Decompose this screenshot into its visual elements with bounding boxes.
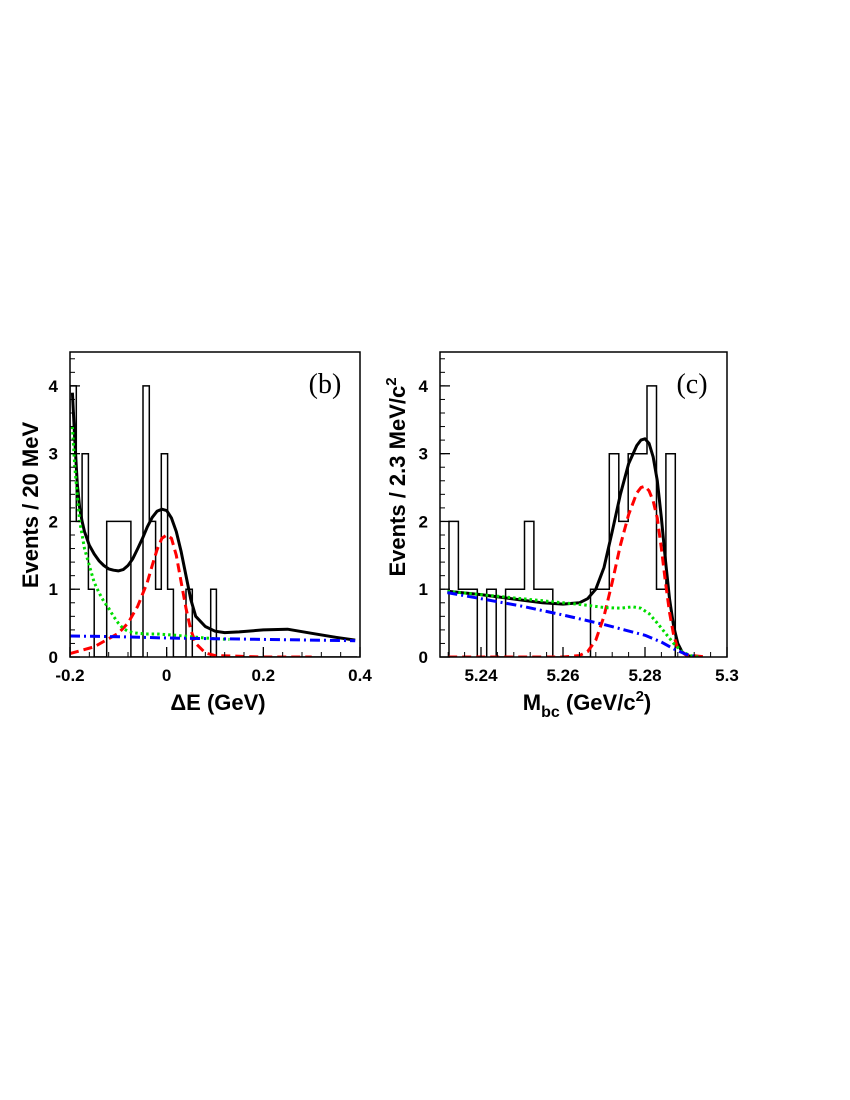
panel-c-curve-dotted bbox=[447, 589, 699, 657]
panel-c-xtick-label: 5.26 bbox=[546, 666, 579, 685]
panel-c-curve-dashdot bbox=[447, 591, 699, 657]
panel-b-xtick-label: 0 bbox=[162, 666, 171, 685]
panel-b-curve-dashdot bbox=[70, 634, 356, 643]
panel-b-xlabel: ΔE (GeV) bbox=[170, 690, 265, 715]
panel-c-ytick-label: 1 bbox=[419, 580, 428, 599]
panel-b-ytick-label: 0 bbox=[49, 648, 58, 667]
panel-c-ylabel-main: Events / 2.3 MeV/c bbox=[385, 386, 410, 577]
panel-c-ytick-label: 4 bbox=[419, 377, 429, 396]
panel-c-histogram bbox=[448, 385, 677, 657]
panel-b-frame bbox=[69, 351, 361, 658]
panel-b-ylabel: Events / 20 MeV bbox=[18, 422, 43, 589]
panel-c-xtick-label: 5.3 bbox=[715, 666, 739, 685]
panel-b-curve-dashed bbox=[70, 533, 312, 657]
panel-c-ytick-label: 0 bbox=[419, 648, 428, 667]
panel-c-curve-dashed bbox=[448, 484, 707, 657]
panel-c-xlabel-sup: 2 bbox=[636, 688, 644, 705]
panel-b-ytick-label: 1 bbox=[49, 580, 58, 599]
panel-c-xlabel-rest: (GeV/c bbox=[560, 690, 636, 715]
panel-b-xtick-label: 0.2 bbox=[252, 666, 276, 685]
panel-b-ytick-label: 2 bbox=[49, 512, 58, 531]
panel-b-curve-dotted bbox=[70, 426, 230, 641]
panel-c-ylabel-sup: 2 bbox=[383, 377, 400, 385]
panel-b-curve-solid bbox=[70, 392, 356, 642]
panel-c-xtick-label: 5.28 bbox=[628, 666, 661, 685]
panel-c-label: (c) bbox=[676, 369, 707, 400]
panel-b-histogram bbox=[70, 385, 358, 657]
panel-b-ytick-label: 3 bbox=[49, 445, 58, 464]
panel-c-xlabel-sub: bc bbox=[541, 704, 560, 721]
panel-mbc: Events / 2.3 MeV/c2 Mbc (GeV/c2) (c) 012… bbox=[383, 351, 739, 721]
panel-b-xtick-label: 0.4 bbox=[348, 666, 372, 685]
panel-b-xtick-label: -0.2 bbox=[55, 666, 84, 685]
panel-c-ytick-label: 2 bbox=[419, 512, 428, 531]
panel-c-ylabel: Events / 2.3 MeV/c2 bbox=[383, 377, 410, 576]
panel-c-xtick-label: 5.24 bbox=[464, 666, 498, 685]
panel-b-ytick-label: 4 bbox=[49, 377, 59, 396]
panel-c-xlabel-main: M bbox=[523, 690, 541, 715]
panel-c-ytick-label: 3 bbox=[419, 445, 428, 464]
panel-c-frame bbox=[439, 351, 728, 658]
panel-c-curve-solid bbox=[447, 437, 699, 657]
panel-c-xlabel-close: ) bbox=[644, 690, 651, 715]
panel-b-label: (b) bbox=[309, 369, 342, 400]
panel-c-xlabel: Mbc (GeV/c2) bbox=[523, 688, 651, 721]
